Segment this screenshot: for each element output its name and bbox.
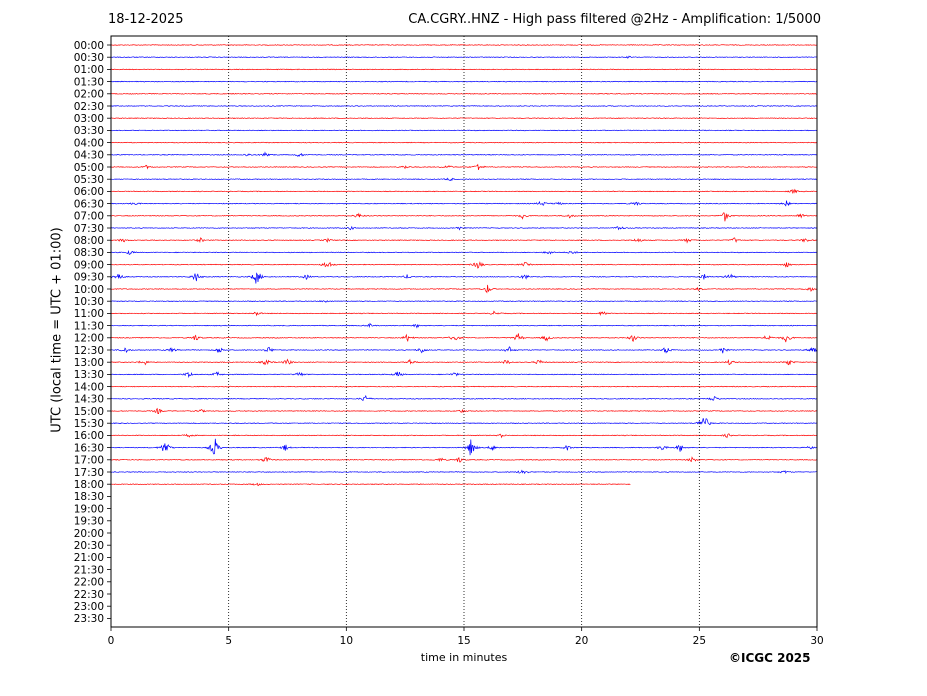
y-tick-label: 03:30	[74, 125, 104, 137]
y-tick-label: 23:30	[74, 613, 104, 625]
y-tick-label: 13:30	[74, 369, 104, 381]
y-tick-label: 02:30	[74, 101, 104, 113]
y-tick-label: 06:30	[74, 198, 104, 210]
trace-04:30	[110, 151, 817, 158]
y-tick-label: 15:00	[74, 406, 104, 418]
y-tick-label: 09:00	[74, 259, 104, 271]
y-tick-label: 18:00	[74, 479, 104, 491]
x-tick-label: 5	[225, 635, 232, 647]
y-tick-label: 14:00	[74, 381, 104, 393]
trace-11:00	[110, 310, 817, 317]
y-tick-label: 19:00	[74, 503, 104, 515]
y-tick-label: 09:30	[74, 272, 104, 284]
x-tick-label: 20	[575, 635, 588, 647]
y-tick-label: 11:30	[74, 320, 104, 332]
trace-14:30	[110, 394, 817, 402]
y-tick-label: 10:30	[74, 296, 104, 308]
x-tick-label: 15	[457, 635, 470, 647]
y-tick-label: 01:30	[74, 76, 104, 88]
trace-13:00	[110, 358, 817, 366]
y-tick-label: 12:00	[74, 333, 104, 345]
y-tick-label: 10:00	[74, 284, 104, 296]
y-tick-label: 13:00	[74, 357, 104, 369]
y-tick-label: 21:30	[74, 564, 104, 576]
x-tick-label: 10	[340, 635, 353, 647]
y-tick-label: 20:30	[74, 540, 104, 552]
chart-title: CA.CGRY..HNZ - High pass filtered @2Hz -…	[408, 12, 821, 27]
y-tick-label: 07:30	[74, 223, 104, 235]
grid-layer	[228, 36, 700, 627]
trace-05:30	[110, 177, 817, 182]
y-tick-label: 20:00	[74, 528, 104, 540]
trace-07:00	[110, 212, 817, 222]
trace-12:00	[110, 333, 817, 343]
x-tick-label: 30	[810, 635, 823, 647]
x-tick-label: 25	[693, 635, 706, 647]
trace-06:30	[110, 200, 817, 207]
y-tick-label: 16:00	[74, 430, 104, 442]
y-tick-label: 05:30	[74, 174, 104, 186]
y-tick-label: 04:00	[74, 137, 104, 149]
date-label: 18-12-2025	[108, 12, 184, 27]
y-tick-label: 22:30	[74, 589, 104, 601]
trace-12:30	[110, 346, 817, 354]
y-tick-label: 16:30	[74, 442, 104, 454]
trace-layer	[110, 44, 817, 487]
x-axis-label: time in minutes	[420, 651, 508, 664]
y-tick-label: 02:00	[74, 89, 104, 101]
y-tick-label: 17:30	[74, 467, 104, 479]
y-tick-label: 15:30	[74, 418, 104, 430]
y-tick-label: 03:00	[74, 113, 104, 125]
trace-18:00	[110, 482, 631, 487]
y-tick-label: 17:00	[74, 455, 104, 467]
x-tick-layer: 0 5 10 15 20 25 30	[108, 627, 824, 647]
y-tick-layer: 00:0000:3001:0001:3002:0002:3003:0003:30…	[74, 40, 111, 625]
y-tick-label: 07:00	[74, 211, 104, 223]
trace-11:30	[110, 322, 817, 329]
y-tick-label: 01:00	[74, 64, 104, 76]
y-tick-label: 08:30	[74, 247, 104, 259]
y-tick-label: 14:30	[74, 394, 104, 406]
trace-03:30	[110, 129, 817, 132]
y-tick-label: 18:30	[74, 491, 104, 503]
trace-13:30	[110, 371, 817, 379]
y-tick-label: 11:00	[74, 308, 104, 320]
y-tick-label: 19:30	[74, 516, 104, 528]
y-tick-label: 04:30	[74, 150, 104, 162]
trace-04:00	[110, 141, 817, 144]
y-tick-label: 05:00	[74, 162, 104, 174]
x-tick-label: 0	[108, 635, 115, 647]
trace-14:00	[110, 385, 817, 388]
y-tick-label: 00:30	[74, 52, 104, 64]
y-tick-label: 06:00	[74, 186, 104, 198]
trace-05:00	[110, 163, 817, 171]
plot-border	[110, 35, 818, 628]
y-tick-label: 23:00	[74, 601, 104, 613]
y-tick-label: 08:00	[74, 235, 104, 247]
y-tick-label: 21:00	[74, 552, 104, 564]
trace-06:00	[110, 188, 817, 194]
y-tick-label: 12:30	[74, 345, 104, 357]
y-tick-label: 00:00	[74, 40, 104, 52]
y-tick-label: 22:00	[74, 577, 104, 589]
plot-frame	[110, 35, 818, 628]
copyright-label: ©ICGC 2025	[729, 651, 811, 665]
